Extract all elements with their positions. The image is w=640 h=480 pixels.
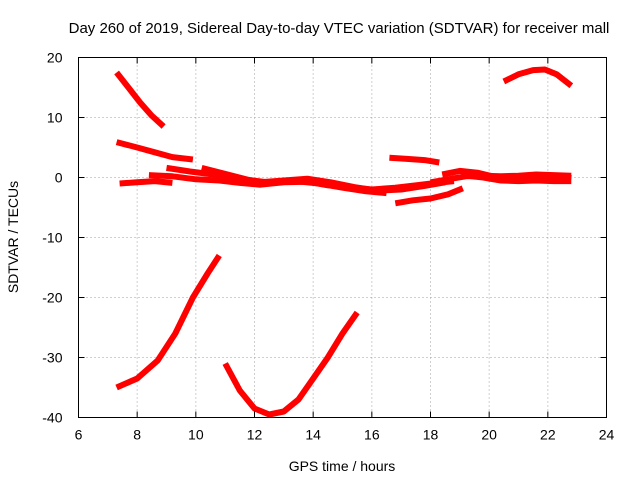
data-series [114,66,574,418]
x-tick-label: 10 [188,427,204,443]
y-tick-label: -20 [42,290,62,306]
y-tick-label: -10 [42,230,62,246]
y-tick-label: -30 [42,350,62,366]
series-line [429,171,572,186]
x-tick-labels: 6 8 10 12 14 16 18 20 22 24 [75,427,615,443]
series-line [389,154,440,166]
y-tick-label: -40 [42,410,62,426]
y-tick-label: 20 [47,50,63,66]
y-tick-label: 10 [47,110,63,126]
series-line [200,164,387,197]
series-line [114,70,166,129]
y-axis-label: SDTVAR / TECUs [5,181,21,293]
x-tick-label: 24 [599,427,615,443]
series-line [502,66,574,89]
x-tick-label: 12 [247,427,263,443]
y-tick-labels: -40 -30 -20 -10 0 10 20 [42,50,62,426]
x-tick-label: 6 [75,427,83,443]
y-tick-label: 0 [55,170,63,186]
chart-title: Day 260 of 2019, Sidereal Day-to-day VTE… [69,20,610,37]
series-line [166,164,446,194]
x-tick-label: 14 [305,427,321,443]
series-line [119,178,173,187]
x-tick-label: 20 [481,427,497,443]
axis-ticks [78,57,607,418]
series-line [394,185,464,207]
series-line [222,310,360,418]
series-line [115,253,222,391]
x-tick-label: 18 [423,427,439,443]
x-tick-label: 8 [133,427,141,443]
x-tick-label: 16 [364,427,380,443]
series-line [115,139,194,163]
x-axis-label: GPS time / hours [289,458,396,474]
x-tick-label: 22 [540,427,556,443]
